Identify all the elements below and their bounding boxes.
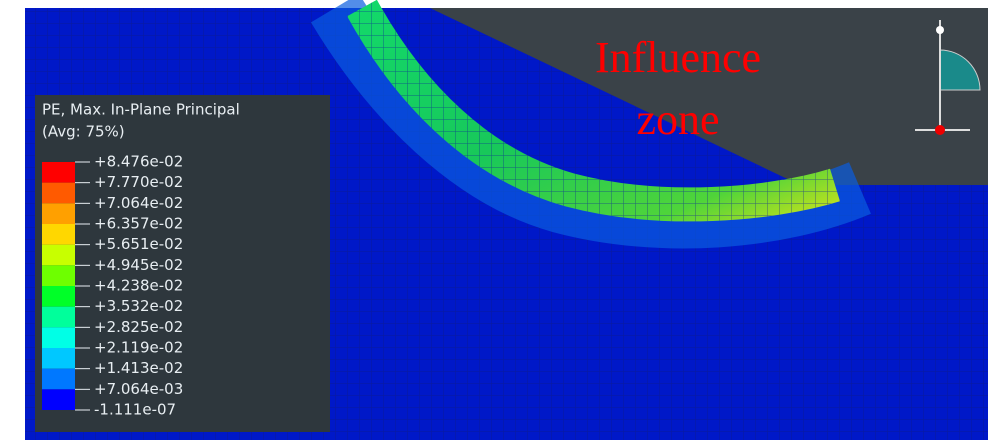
- legend-swatch: [42, 244, 75, 266]
- legend-swatch: [42, 224, 75, 245]
- legend-label: +7.770e-02: [94, 173, 183, 191]
- legend-swatch: [42, 368, 75, 390]
- triad-tip: [936, 26, 944, 34]
- legend-label: +2.119e-02: [94, 339, 183, 357]
- legend-label: +8.476e-02: [94, 153, 183, 171]
- band-mesh: [347, 0, 840, 222]
- legend-swatch: [42, 327, 75, 348]
- annotation-text: Influence: [595, 33, 761, 82]
- legend-title: (Avg: 75%): [42, 123, 125, 141]
- annotation-text: zone: [636, 95, 719, 144]
- legend-swatch: [42, 286, 75, 307]
- triad-origin: [935, 125, 945, 135]
- legend-swatch: [42, 306, 75, 328]
- legend-swatch: [42, 182, 75, 204]
- legend-title: PE, Max. In-Plane Principal: [42, 101, 240, 119]
- legend-swatch: [42, 389, 75, 410]
- legend-swatch: [42, 348, 75, 369]
- legend-label: +3.532e-02: [94, 297, 183, 315]
- legend-label: +5.651e-02: [94, 235, 183, 253]
- legend-label: +6.357e-02: [94, 215, 183, 233]
- legend-label: +4.238e-02: [94, 277, 183, 295]
- legend-label: +4.945e-02: [94, 256, 183, 274]
- legend-label: -1.111e-07: [94, 401, 176, 419]
- legend-swatch: [42, 203, 75, 224]
- legend-label: +7.064e-02: [94, 194, 183, 212]
- legend: PE, Max. In-Plane Principal (Avg: 75%) +…: [35, 95, 330, 432]
- triad: [915, 20, 981, 135]
- legend-label: +7.064e-03: [94, 380, 183, 398]
- excavated-zone: [430, 8, 988, 185]
- legend-box: [35, 95, 330, 432]
- legend-swatch: [42, 162, 75, 183]
- legend-label: +2.825e-02: [94, 318, 183, 336]
- triad-quadrant: [939, 49, 981, 91]
- legend-swatch: [42, 265, 75, 286]
- legend-label: +1.413e-02: [94, 359, 183, 377]
